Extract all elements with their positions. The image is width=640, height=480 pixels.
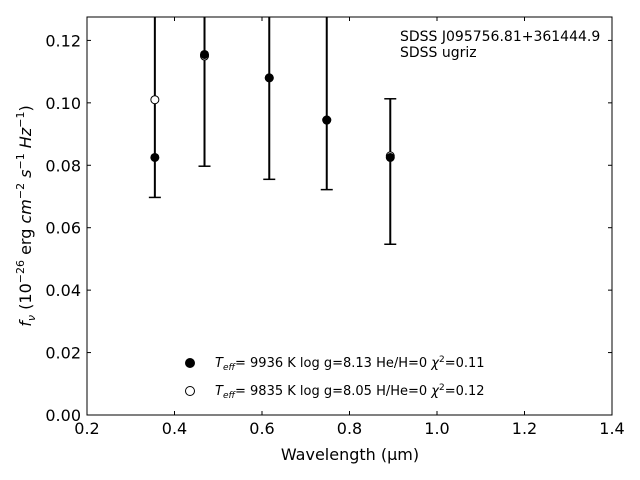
legend-entry-1: Teff= 9936 K log g=8.13 He/H=0 χ2=0.11	[215, 355, 485, 373]
filled-point	[322, 115, 332, 125]
y-axis-label: fν (10−26 erg cm−2 s−1 Hz−1)	[14, 105, 38, 326]
y-tick-label: 0.02	[45, 344, 81, 363]
annotation: SDSS J095756.81+361444.9 SDSS ugriz	[400, 29, 600, 61]
filled-point	[385, 152, 395, 162]
x-axis: 0.2 0.4 0.6 0.8 1.0 1.2 1.4	[74, 17, 625, 438]
x-tick-label: 0.8	[337, 419, 362, 438]
x-tick-label: 0.4	[162, 419, 187, 438]
filled-point	[200, 49, 210, 59]
y-tick-label: 0.08	[45, 156, 81, 175]
legend-marker-filled	[185, 358, 195, 368]
filled-point	[150, 152, 160, 162]
legend: Teff= 9936 K log g=8.13 He/H=0 χ2=0.11 T…	[185, 355, 485, 401]
x-tick-label: 1.2	[512, 419, 537, 438]
y-tick-label: 0.04	[45, 281, 81, 300]
x-tick-label: 1.0	[424, 419, 449, 438]
annotation-survey: SDSS ugriz	[400, 45, 477, 61]
x-tick-label: 1.4	[599, 419, 624, 438]
x-axis-label: Wavelength (μm)	[281, 445, 419, 464]
y-tick-label: 0.10	[45, 94, 81, 113]
y-tick-label: 0.00	[45, 406, 81, 425]
legend-entry-2: Teff= 9835 K log g=8.05 H/He=0 χ2=0.12	[215, 383, 485, 401]
annotation-object-name: SDSS J095756.81+361444.9	[400, 29, 600, 45]
y-tick-label: 0.12	[45, 31, 81, 50]
legend-marker-open	[185, 386, 195, 396]
open-point	[150, 95, 160, 105]
y-axis: 0.00 0.02 0.04 0.06 0.08 0.10 0.12	[45, 31, 612, 425]
x-tick-label: 0.2	[74, 419, 99, 438]
y-tick-label: 0.06	[45, 219, 81, 238]
filled-point	[264, 73, 274, 83]
error-bars	[148, 17, 397, 246]
data-points	[150, 49, 395, 162]
x-tick-label: 0.6	[249, 419, 274, 438]
